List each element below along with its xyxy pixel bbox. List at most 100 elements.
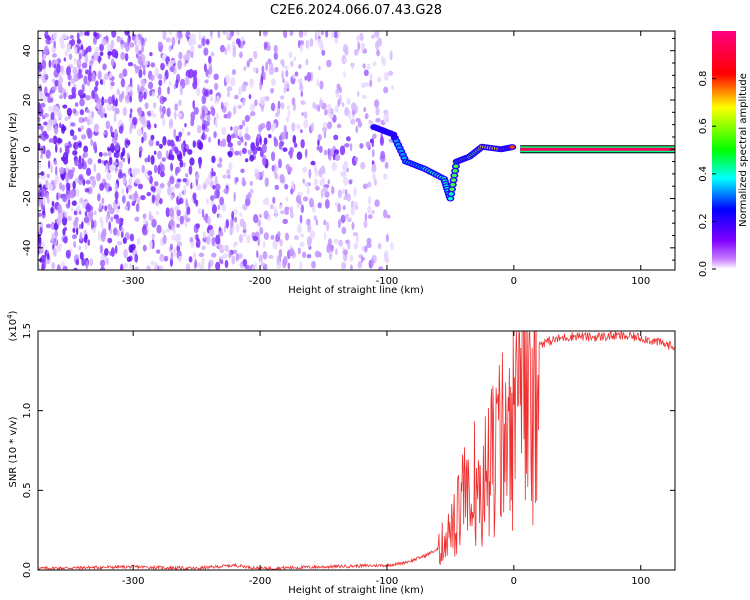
spectrogram-noise-cell [51, 86, 57, 91]
spectrogram-noise-cell [64, 50, 69, 57]
spectrogram-noise-cell [50, 207, 54, 214]
spectrogram-noise-cell [47, 160, 51, 169]
spectrogram-noise-cell [384, 161, 389, 169]
spectrogram-noise-cell [73, 240, 77, 248]
spectrogram-noise-cell [275, 112, 280, 118]
spectrogram-noise-cell [284, 210, 290, 215]
spectrogram-noise-cell [299, 44, 304, 53]
spectrogram-noise-cell [183, 162, 186, 168]
spectrogram-noise-cell [310, 160, 316, 166]
spectrogram-noise-cell [137, 83, 140, 94]
spectrogram-noise-cell [102, 152, 109, 157]
spectrogram-noise-cell [78, 245, 82, 251]
spectrogram-noise-cell [259, 213, 262, 219]
spectrogram-noise-cell [226, 43, 231, 52]
spectrogram-noise-cell [197, 44, 202, 49]
spectrogram-noise-cell [159, 104, 162, 114]
spectrogram-noise-cell [333, 31, 338, 39]
spectrogram-noise-cell [195, 87, 201, 97]
spectrogram-noise-cell [151, 113, 157, 118]
spectrogram-noise-cell [300, 90, 304, 98]
spectrogram-noise-cell [239, 212, 243, 217]
spectrogram-noise-cell [102, 228, 107, 234]
spectrogram-noise-cell [151, 194, 156, 204]
spectrogram-noise-cell [244, 114, 250, 123]
spectrogram-noise-cell [235, 176, 239, 183]
spectrogram-noise-cell [216, 95, 220, 101]
spectrogram-noise-cell [320, 188, 324, 199]
spectrogram-noise-cell [273, 44, 278, 54]
spectrogram-noise-cell [321, 49, 326, 56]
spectrogram-noise-cell [52, 247, 57, 257]
spectrogram-noise-cell [356, 90, 360, 97]
spectrogram-noise-cell [382, 57, 386, 67]
snr-y-tick-label-0.5: 0.5 [22, 482, 33, 498]
spectrogram-noise-cell [51, 78, 56, 83]
spectrogram-noise-cell [227, 151, 233, 158]
spectrogram-noise-cell [367, 205, 372, 214]
spectrogram-noise-cell [58, 76, 64, 85]
spectrogram-noise-cell [81, 221, 84, 229]
spectrogram-noise-cell [252, 213, 259, 224]
spectrogram-noise-cell [259, 136, 262, 146]
spectrogram-noise-cell [98, 202, 103, 210]
spectrogram-noise-cell [85, 47, 89, 54]
spectrogram-noise-cell [319, 99, 324, 108]
spectrogram-noise-cell [101, 264, 104, 270]
spectrogram-noise-cell [230, 218, 234, 229]
spectrogram-noise-cell [81, 62, 88, 69]
spectrogram-noise-cell [188, 256, 193, 263]
spectrogram-noise-cell [201, 208, 205, 218]
spectrogram-noise-cell [293, 56, 297, 62]
spectrogram-noise-cell [193, 74, 197, 85]
spectrogram-noise-cell [101, 107, 106, 114]
spectrogram-noise-cell [160, 171, 165, 178]
spectrogram-noise-cell [84, 188, 90, 193]
spectrogram-noise-cell [297, 78, 303, 84]
spectrogram-noise-cell [171, 234, 177, 241]
spectrogram-noise-cell [138, 68, 143, 79]
spectrogram-noise-cell [106, 103, 112, 112]
spectrogram-noise-cell [211, 252, 217, 258]
spectrogram-noise-cell [189, 237, 194, 243]
spectrogram-noise-cell [324, 199, 330, 209]
spectrogram-noise-cell [107, 237, 113, 244]
spectrogram-noise-cell [282, 218, 289, 225]
spectrogram-noise-cell [194, 69, 198, 77]
spectrogram-noise-cell [329, 108, 335, 115]
spectrogram-noise-cell [218, 157, 223, 164]
spectrogram-noise-cell [61, 33, 68, 40]
spectrogram-noise-cell [108, 150, 112, 157]
spectrogram-noise-cell [57, 192, 61, 199]
spectrogram-noise-cell [300, 233, 305, 238]
spectrogram-noise-cell [256, 250, 259, 258]
spectrogram-noise-cell [38, 195, 43, 205]
spectrogram-noise-cell [176, 178, 182, 183]
spectrogram-noise-cell [55, 165, 58, 176]
spectrogram-noise-cell [324, 109, 328, 116]
spectrogram-noise-cell [77, 60, 82, 66]
spectrogram-noise-cell [320, 165, 326, 174]
spectrogram-noise-cell [94, 219, 97, 228]
spectrogram-noise-cell [369, 79, 373, 88]
spectrogram-noise-cell [253, 99, 258, 107]
spectrogram-noise-cell [92, 141, 97, 151]
spectrogram-noise-cell [357, 260, 363, 269]
spectrogram-noise-cell [215, 113, 219, 120]
spectrogram-noise-cell [252, 67, 257, 73]
spectrogram-noise-cell [74, 102, 79, 107]
spectrogram-noise-cell [292, 134, 297, 144]
spectrogram-noise-cell [40, 125, 44, 131]
spectrogram-noise-cell [238, 86, 242, 96]
spectrogram-noise-cell [274, 209, 278, 219]
spectrogram-noise-cell [202, 119, 207, 125]
spectrogram-noise-cell [249, 78, 254, 88]
spectrogram-noise-cell [183, 185, 187, 196]
spectrogram-noise-cell [202, 231, 207, 239]
spectrogram-noise-cell [366, 237, 372, 244]
spectrogram-noise-cell [121, 195, 126, 204]
spectrogram-noise-cell [176, 233, 182, 242]
spectrogram-noise-cell [211, 155, 216, 164]
spectrogram-noise-cell [219, 196, 225, 206]
spectrogram-y-tick-label-0: 0 [22, 146, 33, 152]
